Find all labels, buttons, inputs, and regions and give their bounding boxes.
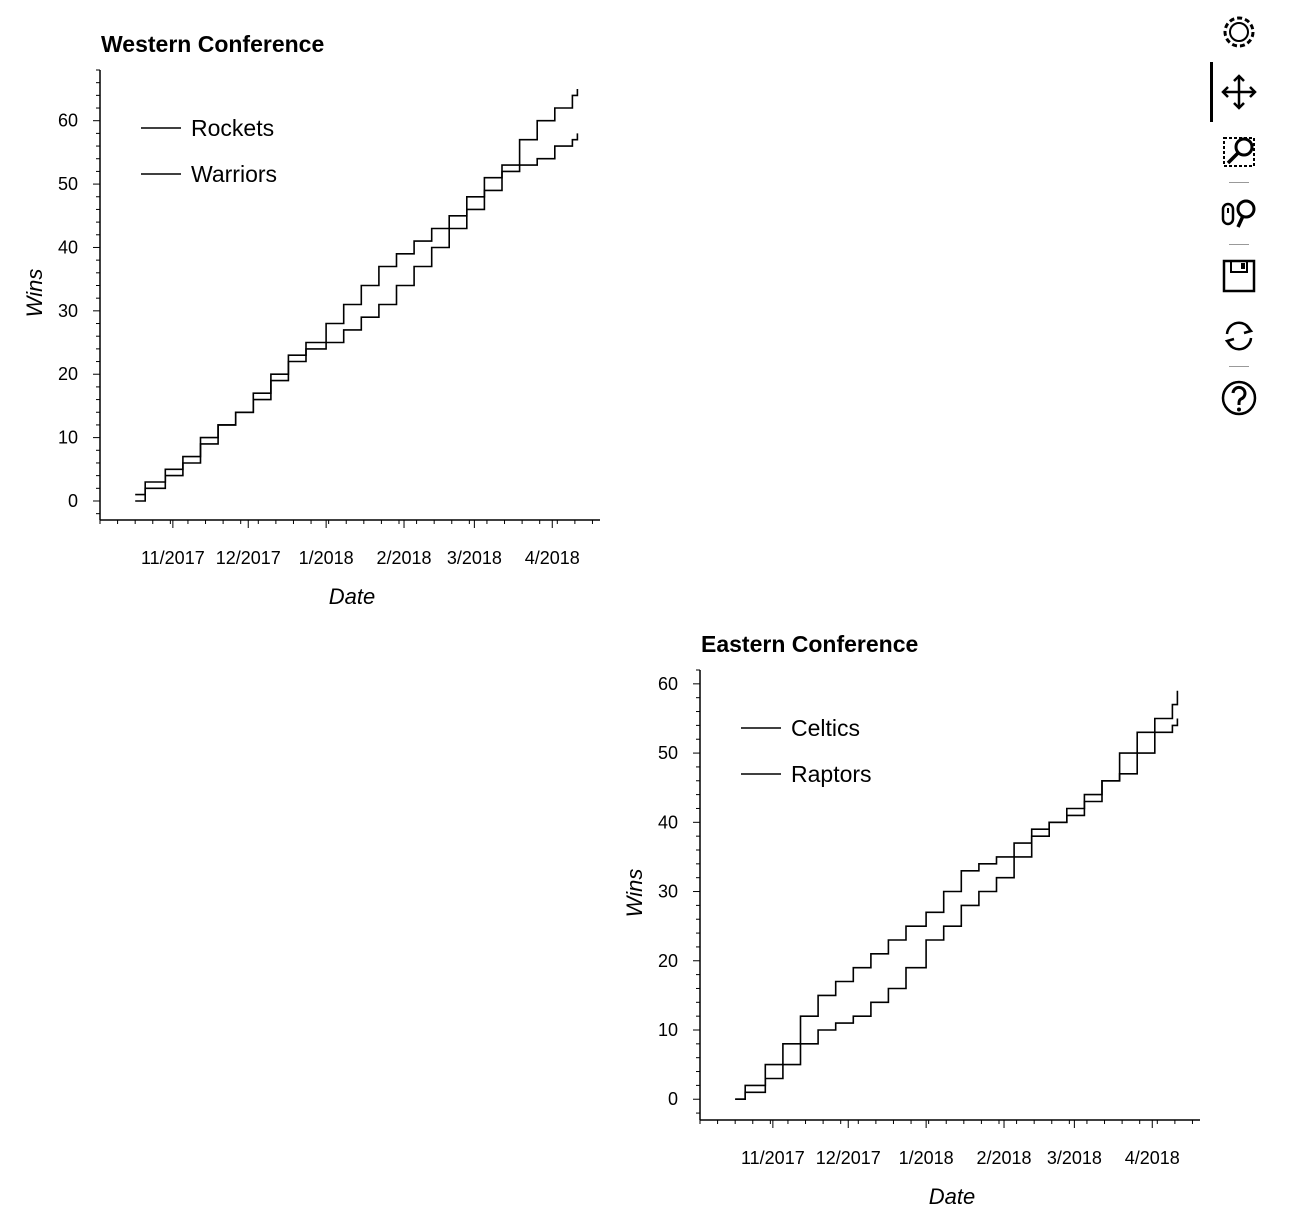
y-tick-label: 50 (58, 174, 78, 194)
y-tick-label: 0 (68, 491, 78, 511)
y-tick-label: 20 (58, 364, 78, 384)
eastern-conference-chart[interactable]: Eastern Conference 0 10 20 30 40 50 60 11/2017 12… (600, 600, 1220, 1218)
series-line-warriors[interactable] (135, 133, 579, 496)
y-tick-label: 20 (658, 951, 678, 971)
legend-label-celtics[interactable]: Celtics (791, 715, 860, 741)
y-tick-label: 30 (658, 882, 678, 902)
x-tick-label: 12/2017 (816, 1148, 881, 1168)
help-icon[interactable] (1219, 378, 1259, 418)
y-tick-label: 50 (658, 743, 678, 763)
x-tick-label: 2/2018 (376, 548, 431, 568)
x-tick-label: 11/2017 (741, 1148, 805, 1168)
plot-toolbar (1205, 0, 1290, 430)
y-tick-label: 30 (58, 301, 78, 321)
y-tick-label: 0 (668, 1089, 678, 1109)
save-icon[interactable] (1219, 256, 1259, 296)
x-tick-label: 11/2017 (141, 548, 205, 568)
pan-icon[interactable] (1219, 72, 1259, 112)
active-tool-indicator (1210, 62, 1213, 122)
y-tick-label: 60 (658, 674, 678, 694)
legend-label-rockets[interactable]: Rockets (191, 115, 274, 141)
x-tick-label: 4/2018 (525, 548, 580, 568)
y-tick-label: 10 (58, 428, 78, 448)
toolbar-separator (1229, 182, 1249, 183)
western-conference-chart[interactable]: Western Conference 0 10 20 30 40 50 60 11/2017 12… (0, 0, 620, 620)
box-zoom-icon[interactable] (1219, 132, 1259, 172)
y-tick-label: 10 (658, 1020, 678, 1040)
wheel-zoom-icon[interactable] (1219, 194, 1259, 234)
legend-label-warriors[interactable]: Warriors (191, 161, 277, 187)
series-line-celtics[interactable] (735, 690, 1179, 1100)
y-axis-label: Wins (622, 869, 647, 918)
toolbar-separator (1229, 244, 1249, 245)
x-axis-label: Date (329, 584, 375, 609)
x-tick-label: 2/2018 (976, 1148, 1031, 1168)
toolbar-separator (1229, 366, 1249, 367)
bokeh-logo-icon (1223, 16, 1255, 48)
y-tick-label: 60 (58, 111, 78, 131)
series-line-rockets[interactable] (135, 89, 579, 502)
y-tick-label: 40 (658, 812, 678, 832)
x-axis-label: Date (929, 1184, 975, 1209)
series-line-raptors[interactable] (735, 718, 1179, 1100)
reset-icon[interactable] (1219, 316, 1259, 356)
chart-title: Western Conference (101, 31, 324, 57)
x-tick-label: 3/2018 (447, 548, 502, 568)
y-axis-label: Wins (22, 269, 47, 318)
x-tick-label: 12/2017 (216, 548, 281, 568)
x-tick-label: 1/2018 (899, 1148, 954, 1168)
y-tick-label: 40 (58, 237, 78, 257)
x-tick-label: 4/2018 (1125, 1148, 1180, 1168)
x-tick-label: 3/2018 (1047, 1148, 1102, 1168)
chart-title: Eastern Conference (701, 631, 918, 657)
legend-label-raptors[interactable]: Raptors (791, 761, 872, 787)
x-tick-label: 1/2018 (299, 548, 354, 568)
